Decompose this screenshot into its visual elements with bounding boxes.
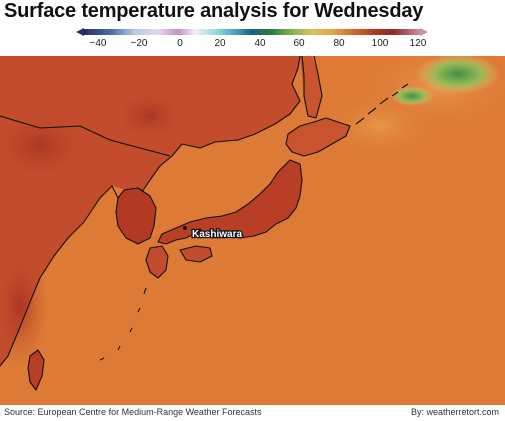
kyushu-coastline bbox=[145, 245, 169, 279]
hot-region bbox=[0, 246, 48, 366]
hot-region bbox=[110, 86, 190, 146]
mainland-coastline bbox=[0, 56, 301, 367]
taiwan-coastline bbox=[27, 349, 45, 391]
legend-color-bar bbox=[84, 29, 420, 35]
city-label: Kashiwara bbox=[192, 229, 242, 240]
legend-tick: 20 bbox=[214, 38, 226, 49]
green-region bbox=[390, 86, 434, 106]
honshu-coastline bbox=[157, 159, 303, 245]
map-title: Surface temperature analysis for Wednesd… bbox=[4, 0, 424, 22]
border-line bbox=[0, 115, 171, 157]
shikoku-coastline bbox=[179, 245, 213, 263]
honshu bbox=[158, 160, 302, 244]
hokkaido bbox=[286, 118, 350, 156]
korean-peninsula bbox=[116, 188, 156, 244]
hokkaido-coastline bbox=[285, 117, 351, 157]
ryukyu-islands bbox=[99, 287, 147, 361]
legend-left-arrow bbox=[76, 28, 84, 36]
byline-credit: By: weatherretort.com bbox=[410, 407, 499, 417]
kuril-islands bbox=[355, 83, 409, 125]
city-marker bbox=[183, 226, 187, 230]
legend-tick: 80 bbox=[333, 38, 345, 49]
cool-region bbox=[320, 91, 440, 161]
sakhalin-coastline bbox=[301, 56, 323, 119]
legend-tick: 40 bbox=[254, 38, 266, 49]
legend-tick: 100 bbox=[371, 38, 389, 49]
source-credit: Source: European Centre for Medium-Range… bbox=[4, 407, 262, 417]
legend-tick: 60 bbox=[293, 38, 305, 49]
kyushu bbox=[146, 246, 168, 278]
legend-tick: −20 bbox=[130, 38, 148, 49]
korea-coastline bbox=[115, 187, 157, 245]
shikoku bbox=[180, 246, 212, 262]
temperature-map: Kashiwara bbox=[0, 56, 505, 405]
legend-tick: 120 bbox=[409, 38, 427, 49]
temperature-legend: −40 −20 0 20 40 60 80 100 120 bbox=[76, 26, 428, 52]
green-region bbox=[416, 56, 500, 94]
legend-tick: 0 bbox=[177, 38, 183, 49]
coastlines bbox=[0, 56, 409, 391]
legend-right-arrow bbox=[420, 28, 428, 36]
legend-tick: −40 bbox=[89, 38, 107, 49]
